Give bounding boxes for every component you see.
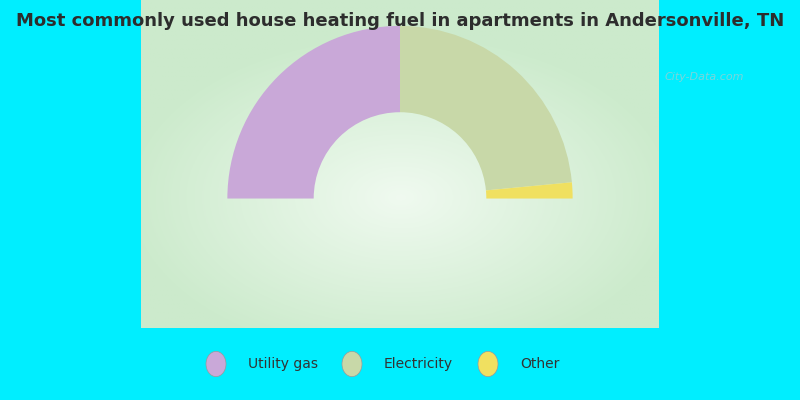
Text: City-Data.com: City-Data.com — [664, 72, 744, 82]
Ellipse shape — [478, 351, 498, 377]
Text: Utility gas: Utility gas — [248, 357, 318, 371]
Wedge shape — [227, 26, 400, 198]
Text: Most commonly used house heating fuel in apartments in Andersonville, TN: Most commonly used house heating fuel in… — [16, 12, 784, 30]
Wedge shape — [400, 26, 572, 190]
Ellipse shape — [342, 351, 362, 377]
Ellipse shape — [206, 351, 226, 377]
Text: Other: Other — [520, 357, 559, 371]
Text: Electricity: Electricity — [384, 357, 453, 371]
Wedge shape — [486, 182, 573, 198]
